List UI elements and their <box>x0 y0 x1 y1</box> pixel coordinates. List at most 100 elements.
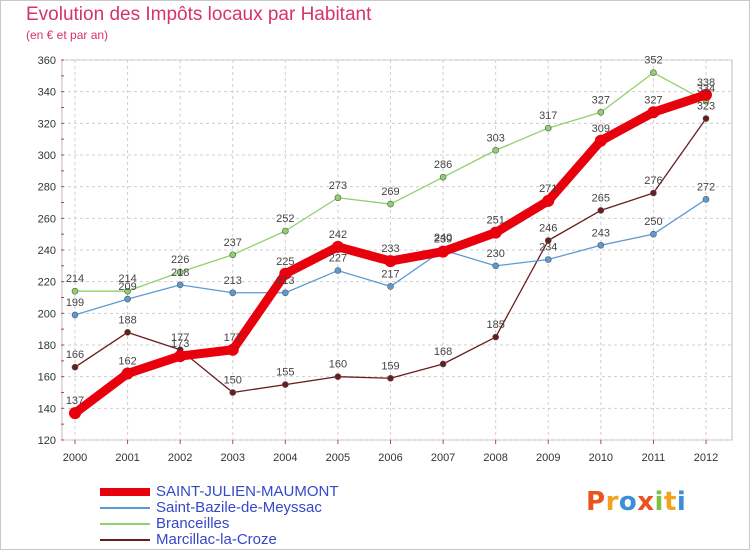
data-point <box>282 289 289 297</box>
data-label: 272 <box>697 181 715 193</box>
data-point <box>597 108 605 116</box>
data-label: 150 <box>224 375 242 387</box>
data-point <box>439 360 447 368</box>
logo-letter: P <box>586 487 606 517</box>
legend-swatch <box>100 507 150 509</box>
data-point <box>334 373 342 380</box>
logo-letter: x <box>637 487 655 517</box>
data-point <box>124 329 131 336</box>
data-label: 213 <box>224 275 242 287</box>
data-point <box>597 241 605 249</box>
y-tick-label: 160 <box>38 372 56 384</box>
logo-letter: t <box>663 487 677 517</box>
y-tick-label: 140 <box>38 403 56 415</box>
data-point <box>384 255 397 268</box>
x-tick-label: 2005 <box>326 452 350 464</box>
data-point <box>387 374 394 382</box>
x-tick-label: 2003 <box>221 452 245 464</box>
data-label: 173 <box>171 338 189 350</box>
chart-title: Evolution des Impôts locaux par Habitant <box>26 4 372 25</box>
data-label: 251 <box>486 215 504 227</box>
data-label: 177 <box>171 332 189 344</box>
data-point <box>387 283 394 290</box>
x-tick-label: 2011 <box>642 452 666 464</box>
data-label: 273 <box>329 180 347 192</box>
data-point <box>229 251 237 259</box>
data-label: 217 <box>381 268 399 280</box>
data-label: 317 <box>539 110 557 122</box>
data-label: 213 <box>276 275 294 287</box>
data-point <box>437 245 450 258</box>
data-point <box>650 69 657 76</box>
data-point <box>702 115 710 122</box>
data-label: 218 <box>171 267 189 279</box>
y-tick-label: 260 <box>38 213 56 225</box>
legend-label: Saint-Bazile-de-Meyssac <box>156 499 322 516</box>
data-point <box>279 267 292 280</box>
data-point <box>69 407 81 420</box>
data-point <box>226 343 239 356</box>
data-point <box>489 226 502 239</box>
data-label: 155 <box>276 367 294 379</box>
data-label: 303 <box>486 132 504 144</box>
logo-letter: i <box>654 487 664 517</box>
data-point <box>124 295 131 303</box>
data-label: 246 <box>539 223 557 235</box>
data-point <box>121 367 134 380</box>
data-label: 209 <box>118 281 136 293</box>
legend-label: SAINT-JULIEN-MAUMONT <box>156 483 339 500</box>
data-label: 225 <box>276 256 294 268</box>
x-tick-label: 2001 <box>115 452 139 464</box>
data-label: 338 <box>697 77 715 89</box>
data-label: 185 <box>486 319 504 331</box>
data-label: 227 <box>329 253 347 265</box>
x-tick-label: 2008 <box>483 452 507 464</box>
data-label: 214 <box>66 273 84 285</box>
y-tick-label: 360 <box>38 55 56 67</box>
data-label: 214 <box>118 273 136 285</box>
data-label: 309 <box>592 123 610 135</box>
data-point <box>544 237 552 244</box>
legend-swatch <box>100 539 150 541</box>
data-label: 233 <box>381 243 399 255</box>
y-tick-label: 280 <box>38 182 56 194</box>
x-tick-label: 2006 <box>378 452 402 464</box>
data-label: 199 <box>66 297 84 309</box>
data-point <box>71 287 79 295</box>
data-label: 230 <box>486 248 504 260</box>
data-point <box>71 311 79 319</box>
y-tick-label: 200 <box>38 308 56 320</box>
data-label: 327 <box>592 94 610 106</box>
x-tick-label: 2010 <box>589 452 613 464</box>
data-point <box>544 124 552 132</box>
data-label: 226 <box>171 254 189 266</box>
data-point <box>334 267 342 274</box>
legend-label: Branceilles <box>156 515 230 532</box>
data-label: 240 <box>434 232 452 244</box>
data-point <box>542 194 555 207</box>
data-point <box>387 200 394 208</box>
x-tick-label: 2012 <box>694 452 718 464</box>
y-tick-label: 240 <box>38 245 56 257</box>
data-label: 166 <box>66 349 84 361</box>
x-tick-label: 2000 <box>63 452 87 464</box>
data-point <box>647 106 660 119</box>
data-point <box>174 350 187 363</box>
y-tick-label: 220 <box>38 277 56 289</box>
data-label: 352 <box>644 55 662 67</box>
data-point <box>594 134 607 147</box>
legend-label: Marcillac-la-Croze <box>156 531 277 548</box>
logo-letter: o <box>618 487 638 517</box>
data-label: 162 <box>118 356 136 368</box>
data-point <box>282 381 289 388</box>
data-point <box>331 240 344 253</box>
data-point <box>176 281 184 289</box>
data-label: 237 <box>224 237 242 249</box>
y-tick-label: 180 <box>38 340 56 352</box>
data-label: 271 <box>539 183 557 195</box>
x-tick-label: 2007 <box>431 452 455 464</box>
data-point <box>700 88 712 101</box>
y-tick-label: 300 <box>38 150 56 162</box>
data-label: 243 <box>592 227 610 239</box>
